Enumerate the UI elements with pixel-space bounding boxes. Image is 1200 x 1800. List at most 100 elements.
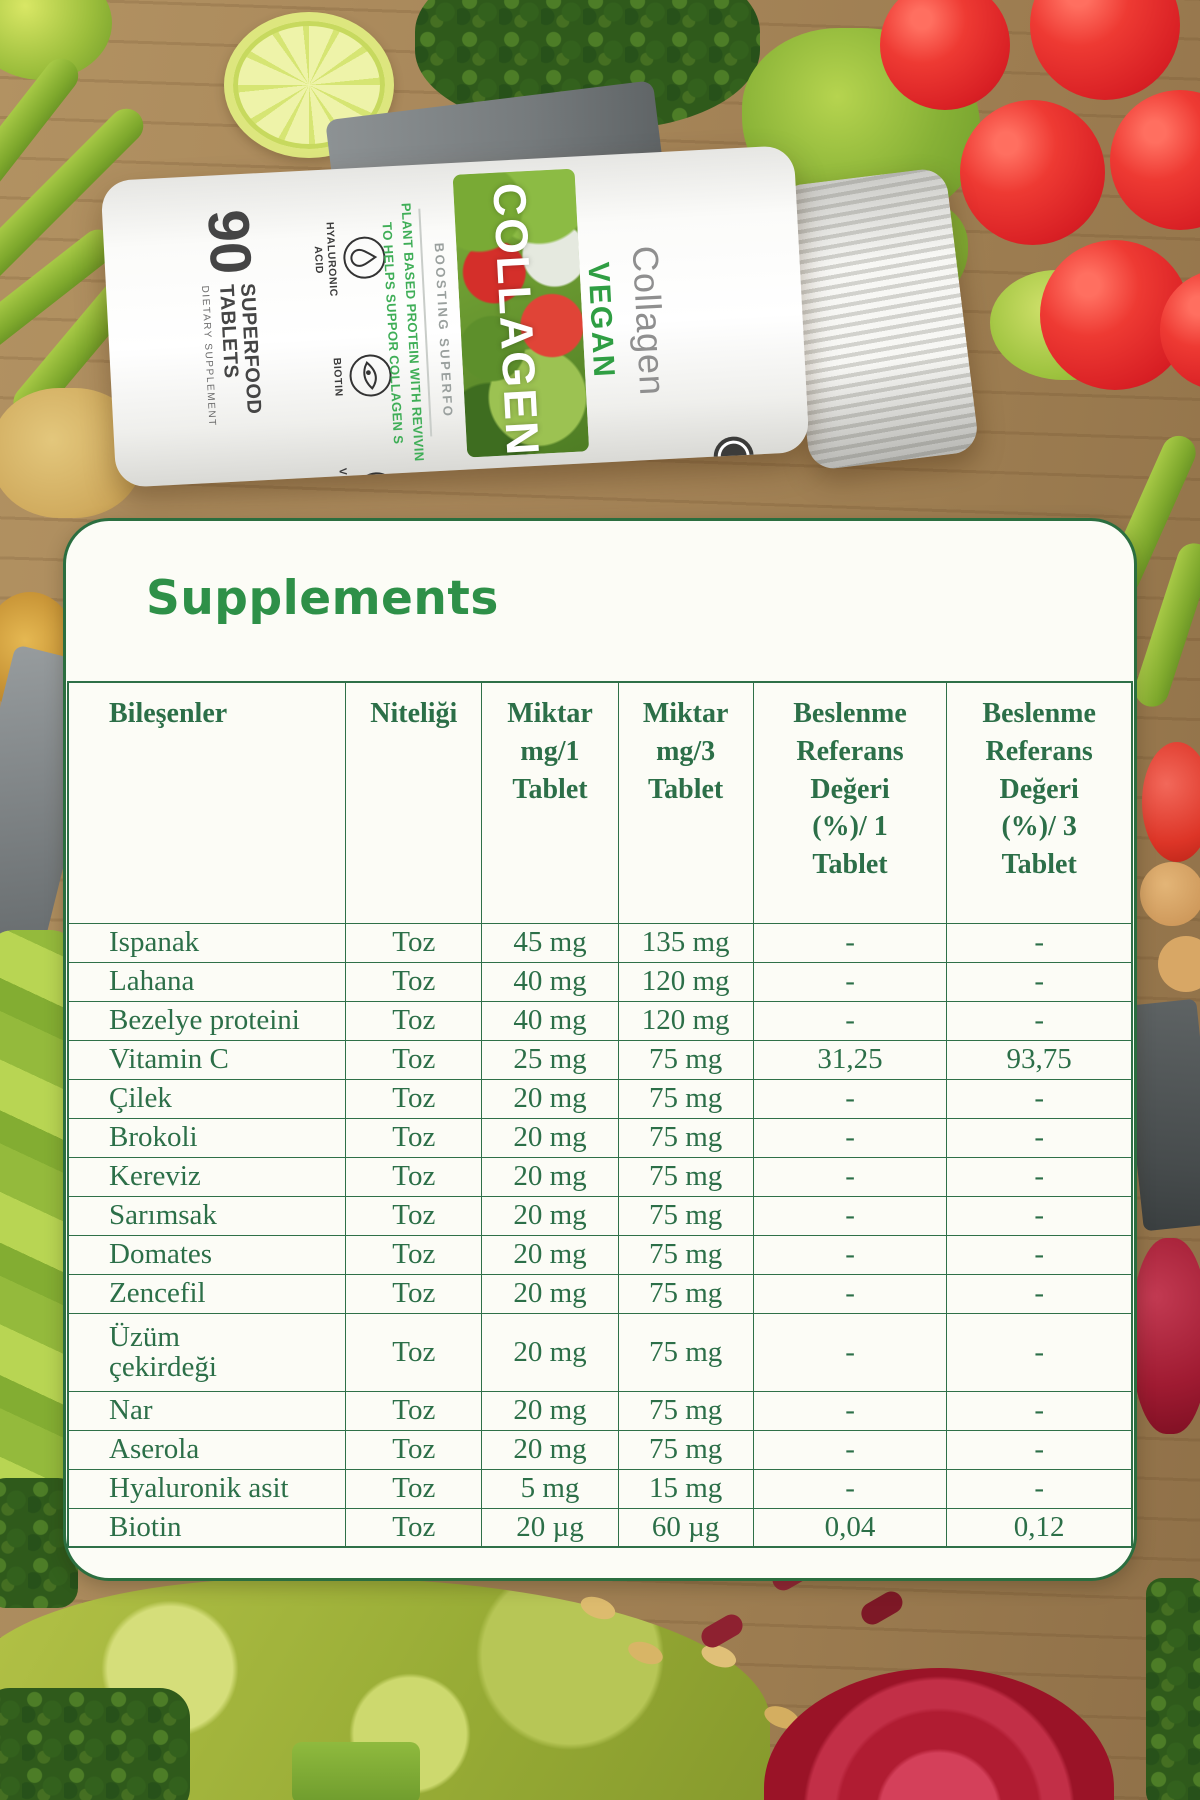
table-cell: 15 mg bbox=[617, 1468, 754, 1509]
beet-right-photo bbox=[1132, 1238, 1200, 1434]
table-row: Sarımsak Toz 20 mg 75 mg - - bbox=[67, 1195, 1133, 1236]
column-header: Miktar mg/1 Tablet bbox=[481, 681, 619, 924]
table-cell: 20 mg bbox=[481, 1429, 619, 1470]
ingredient-name: Lahana bbox=[67, 961, 347, 1002]
pack-size-block: 90 SUPERFOOD TABLETS DIETARY SUPPLEMENT bbox=[195, 208, 266, 461]
column-header: Bileşenler bbox=[67, 681, 347, 924]
ingredient-name: Çilek bbox=[67, 1078, 347, 1119]
table-row: Biotin Toz 20 µg 60 µg 0,04 0,12 bbox=[67, 1507, 1133, 1548]
table-cell: Toz bbox=[345, 1468, 483, 1509]
table-row: Zencefil Toz 20 mg 75 mg - - bbox=[67, 1273, 1133, 1314]
table-cell: 93,75 bbox=[946, 1039, 1133, 1080]
ingredient-name: Vitamin C bbox=[67, 1039, 347, 1080]
beet-slice-photo bbox=[764, 1668, 1114, 1800]
table-cell: 20 mg bbox=[481, 1312, 619, 1392]
table-cell: Toz bbox=[345, 922, 483, 963]
table-cell: 5 mg bbox=[481, 1468, 619, 1509]
table-cell: 75 mg bbox=[617, 1078, 754, 1119]
table-cell: 135 mg bbox=[617, 922, 754, 963]
table-cell: Toz bbox=[345, 1039, 483, 1080]
boost-text: BOOSTING SUPERFO bbox=[431, 242, 456, 419]
table-row: Ispanak Toz 45 mg 135 mg - - bbox=[67, 922, 1133, 963]
feature-label: BIOTIN bbox=[330, 357, 345, 398]
table-row: Vitamin C Toz 25 mg 75 mg 31,25 93,75 bbox=[67, 1039, 1133, 1080]
table-cell: - bbox=[946, 1468, 1133, 1509]
table-cell: - bbox=[946, 1234, 1133, 1275]
ingredient-name: Domates bbox=[67, 1234, 347, 1275]
table-cell: - bbox=[946, 1078, 1133, 1119]
table-cell: - bbox=[946, 922, 1133, 963]
table-cell: 75 mg bbox=[617, 1195, 754, 1236]
biotin-icon bbox=[349, 354, 392, 397]
table-cell: 0,04 bbox=[752, 1507, 948, 1548]
ingredient-name: Biotin bbox=[67, 1507, 347, 1548]
ingredient-name: Zencefil bbox=[67, 1273, 347, 1314]
table-cell: 120 mg bbox=[617, 1000, 754, 1041]
table-cell: 40 mg bbox=[481, 961, 619, 1002]
table-cell: - bbox=[752, 1117, 948, 1158]
table-cell: 75 mg bbox=[617, 1039, 754, 1080]
table-cell: 120 mg bbox=[617, 961, 754, 1002]
table-cell: - bbox=[752, 1390, 948, 1431]
column-header: Beslenme Referans Değeri (%)/ 1 Tablet bbox=[752, 681, 948, 924]
feature-label: VITAMINS C & E bbox=[323, 468, 351, 488]
table-cell: - bbox=[752, 1078, 948, 1119]
table-cell: - bbox=[752, 1273, 948, 1314]
table-cell: - bbox=[946, 1000, 1133, 1041]
table-cell: Toz bbox=[345, 1429, 483, 1470]
table-cell: 25 mg bbox=[481, 1039, 619, 1080]
peanuts-right-photo bbox=[1140, 862, 1200, 926]
table-cell: 20 mg bbox=[481, 1234, 619, 1275]
broccoli-floret-bottomleft-photo bbox=[0, 1688, 190, 1800]
table-cell: - bbox=[946, 1156, 1133, 1197]
table-cell: - bbox=[946, 1273, 1133, 1314]
table-row: Hyaluronik asit Toz 5 mg 15 mg - - bbox=[67, 1468, 1133, 1509]
brand-logo-icon bbox=[712, 435, 755, 478]
table-cell: 20 µg bbox=[481, 1507, 619, 1548]
table-row: Çilek Toz 20 mg 75 mg - - bbox=[67, 1078, 1133, 1119]
table-cell: 75 mg bbox=[617, 1429, 754, 1470]
table-cell: 75 mg bbox=[617, 1390, 754, 1431]
table-cell: 75 mg bbox=[617, 1117, 754, 1158]
table-row: Brokoli Toz 20 mg 75 mg - - bbox=[67, 1117, 1133, 1158]
ingredient-name: Nar bbox=[67, 1390, 347, 1431]
tablet-count: 90 bbox=[195, 208, 264, 276]
ingredient-name: Sarımsak bbox=[67, 1195, 347, 1236]
tomato-right-photo bbox=[1142, 742, 1200, 862]
table-row: Bezelye proteini Toz 40 mg 120 mg - - bbox=[67, 1000, 1133, 1041]
table-cell: - bbox=[946, 961, 1133, 1002]
feature-biotin: BIOTIN bbox=[316, 328, 396, 424]
table-header-row: Bileşenler Niteliği Miktar mg/1 Tablet Mikt… bbox=[67, 681, 1133, 924]
table-cell: 20 mg bbox=[481, 1117, 619, 1158]
table-cell: Toz bbox=[345, 1195, 483, 1236]
table-cell: - bbox=[752, 1156, 948, 1197]
table-cell: 31,25 bbox=[752, 1039, 948, 1080]
green-pods-right-photo bbox=[1100, 430, 1200, 720]
column-header: Niteliği bbox=[345, 681, 483, 924]
table-row: Domates Toz 20 mg 75 mg - - bbox=[67, 1234, 1133, 1275]
table-cell: - bbox=[752, 1312, 948, 1392]
ingredient-name: Üzüm çekirdeği bbox=[67, 1312, 347, 1392]
table-cell: Toz bbox=[345, 961, 483, 1002]
table-cell: - bbox=[946, 1312, 1133, 1392]
table-row: Aserola Toz 20 mg 75 mg - - bbox=[67, 1429, 1133, 1470]
column-header: Miktar mg/3 Tablet bbox=[617, 681, 754, 924]
table-cell: 60 µg bbox=[617, 1507, 754, 1548]
supplements-table: Bileşenler Niteliği Miktar mg/1 Tablet Mikt… bbox=[67, 681, 1133, 1548]
table-cell: 20 mg bbox=[481, 1078, 619, 1119]
table-cell: - bbox=[946, 1195, 1133, 1236]
table-cell: - bbox=[752, 1234, 948, 1275]
ingredient-name: Brokoli bbox=[67, 1117, 347, 1158]
table-cell: 0,12 bbox=[946, 1507, 1133, 1548]
green-cube-photo bbox=[292, 1742, 420, 1800]
table-row: Kereviz Toz 20 mg 75 mg - - bbox=[67, 1156, 1133, 1197]
table-cell: 20 mg bbox=[481, 1390, 619, 1431]
table-cell: 45 mg bbox=[481, 922, 619, 963]
table-cell: - bbox=[752, 922, 948, 963]
table-cell: Toz bbox=[345, 1117, 483, 1158]
table-cell: - bbox=[752, 1468, 948, 1509]
table-cell: - bbox=[946, 1429, 1133, 1470]
column-header: Beslenme Referans Değeri (%)/ 3 Tablet bbox=[946, 681, 1133, 924]
table-cell: Toz bbox=[345, 1000, 483, 1041]
card-title: Supplements bbox=[146, 571, 499, 626]
